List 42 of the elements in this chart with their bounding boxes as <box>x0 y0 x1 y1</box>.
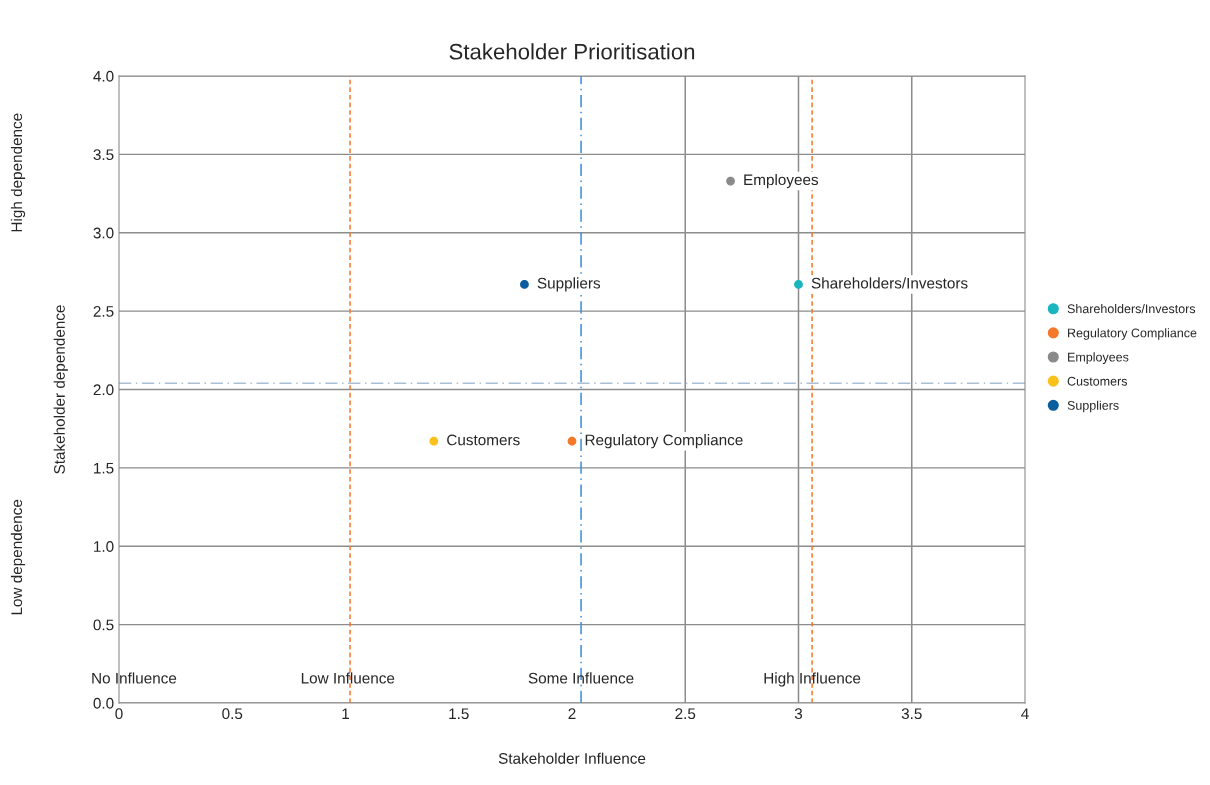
point <box>429 436 439 446</box>
annotation: Low Influence <box>301 672 395 684</box>
point <box>520 280 529 289</box>
text: Customers <box>447 434 520 446</box>
y-tick-label: 3.5 <box>93 149 114 161</box>
y-tick-label: 2.0 <box>93 384 114 396</box>
point <box>726 176 735 186</box>
y-tick-label: 1.0 <box>94 541 114 552</box>
y-tick-label: 0.0 <box>93 697 114 709</box>
x-tick-label: 2.5 <box>675 708 696 720</box>
y-tick-label: 4.0 <box>93 70 114 82</box>
x-tick-label: 0.5 <box>222 708 243 720</box>
text: High dependence <box>10 113 26 232</box>
x-tick-label: 1.5 <box>449 708 469 720</box>
legend-label: Customers <box>1067 376 1128 386</box>
y-axis-title: Stakeholder dependence <box>53 305 68 474</box>
legend-label: Suppliers <box>1067 400 1119 413</box>
legend-label: Regulatory Compliance <box>1068 328 1197 340</box>
x-tick-label: 3.5 <box>901 708 922 720</box>
y-tick-label: 1.5 <box>94 462 114 474</box>
annotation: No Influence <box>92 672 177 684</box>
annotation: High Influence <box>764 672 861 687</box>
x-tick-label: 0 <box>115 708 123 720</box>
text: Suppliers <box>537 277 601 292</box>
text: Shareholders/Investors <box>811 277 968 289</box>
legend-label: Shareholders/Investors <box>1067 304 1196 314</box>
x-tick-label: 2 <box>568 708 576 719</box>
annotation: Some Influence <box>528 672 634 684</box>
text: Low dependence <box>10 499 26 615</box>
point <box>567 436 577 446</box>
x-tick-label: 3 <box>794 708 803 720</box>
text: Regulatory Compliance <box>585 434 743 449</box>
x-tick-label: 4 <box>1021 708 1029 719</box>
x-tick-label: 1 <box>342 708 349 719</box>
legend-label: Employees <box>1068 352 1129 364</box>
y-tick-label: 0.5 <box>93 619 114 631</box>
x-axis-title: Stakeholder Influence <box>498 752 646 764</box>
text: Employees <box>744 173 819 189</box>
y-tick-label: 3.0 <box>93 227 114 239</box>
y-tick-label: 2.5 <box>93 305 114 317</box>
point <box>794 280 803 289</box>
chart-title: Stakeholder Prioritisation <box>449 43 695 60</box>
